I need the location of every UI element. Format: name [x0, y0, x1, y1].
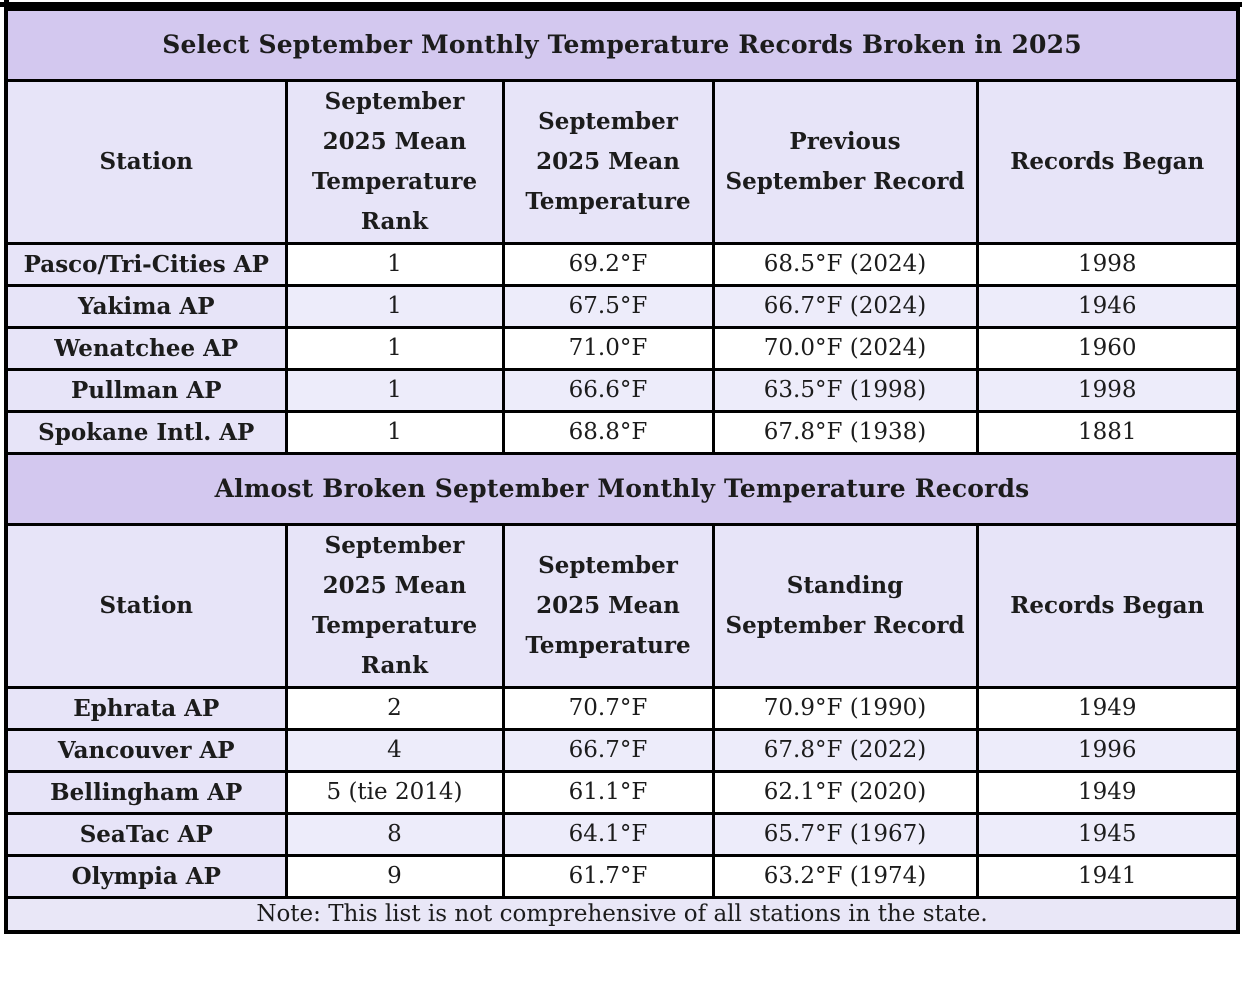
table-row: SeaTac AP 8 64.1°F 65.7°F (1967) 1945	[4, 811, 1240, 857]
section1-banner-row: Select September Monthly Temperature Rec…	[4, 7, 1240, 82]
records-began-cell: 1996	[975, 727, 1240, 773]
records-began-cell: 1949	[975, 685, 1240, 731]
mean-temp-cell: 69.2°F	[501, 241, 715, 287]
mean-temp-cell: 66.7°F	[501, 727, 715, 773]
col-header-mean-temp: September 2025 Mean Temperature	[501, 78, 715, 245]
col-header-records-began: Records Began	[975, 78, 1240, 245]
col-header-station: Station	[4, 78, 288, 245]
rank-cell: 4	[284, 727, 505, 773]
col-header-mean-temp: September 2025 Mean Temperature	[501, 522, 715, 689]
rank-cell: 1	[284, 409, 505, 455]
table-row: Ephrata AP 2 70.7°F 70.9°F (1990) 1949	[4, 685, 1240, 731]
mean-temp-cell: 64.1°F	[501, 811, 715, 857]
table-row: Spokane Intl. AP 1 68.8°F 67.8°F (1938) …	[4, 409, 1240, 455]
table-row: Pullman AP 1 66.6°F 63.5°F (1998) 1998	[4, 367, 1240, 413]
record-cell: 70.9°F (1990)	[711, 685, 979, 731]
station-cell: Pasco/Tri-Cities AP	[4, 241, 288, 287]
col-header-standing-record: Standing September Record	[711, 522, 979, 689]
record-cell: 70.0°F (2024)	[711, 325, 979, 371]
records-began-cell: 1945	[975, 811, 1240, 857]
station-cell: Wenatchee AP	[4, 325, 288, 371]
mean-temp-cell: 61.7°F	[501, 853, 715, 899]
mean-temp-cell: 70.7°F	[501, 685, 715, 731]
rank-cell: 1	[284, 367, 505, 413]
station-cell: Yakima AP	[4, 283, 288, 329]
col-header-previous-record: Previous September Record	[711, 78, 979, 245]
rank-cell: 1	[284, 241, 505, 287]
mean-temp-cell: 67.5°F	[501, 283, 715, 329]
station-cell: Spokane Intl. AP	[4, 409, 288, 455]
record-cell: 62.1°F (2020)	[711, 769, 979, 815]
station-cell: Bellingham AP	[4, 769, 288, 815]
col-header-station: Station	[4, 522, 288, 689]
rank-cell: 9	[284, 853, 505, 899]
left-border-stub	[4, 0, 9, 10]
station-cell: Pullman AP	[4, 367, 288, 413]
col-header-records-began: Records Began	[975, 522, 1240, 689]
station-cell: SeaTac AP	[4, 811, 288, 857]
records-began-cell: 1949	[975, 769, 1240, 815]
note-text: Note: This list is not comprehensive of …	[4, 895, 1240, 934]
col-header-rank: September 2025 Mean Temperature Rank	[284, 78, 505, 245]
record-cell: 66.7°F (2024)	[711, 283, 979, 329]
records-began-cell: 1881	[975, 409, 1240, 455]
rank-cell: 8	[284, 811, 505, 857]
section1-title: Select September Monthly Temperature Rec…	[4, 7, 1240, 82]
record-cell: 65.7°F (1967)	[711, 811, 979, 857]
table-row: Bellingham AP 5 (tie 2014) 61.1°F 62.1°F…	[4, 769, 1240, 815]
table-row: Olympia AP 9 61.7°F 63.2°F (1974) 1941	[4, 853, 1240, 899]
note-row: Note: This list is not comprehensive of …	[4, 895, 1240, 934]
records-began-cell: 1998	[975, 241, 1240, 287]
record-cell: 68.5°F (2024)	[711, 241, 979, 287]
section1-header-row: Station September 2025 Mean Temperature …	[4, 78, 1240, 245]
station-cell: Ephrata AP	[4, 685, 288, 731]
section2-title: Almost Broken September Monthly Temperat…	[4, 451, 1240, 526]
records-began-cell: 1941	[975, 853, 1240, 899]
station-cell: Olympia AP	[4, 853, 288, 899]
records-began-cell: 1946	[975, 283, 1240, 329]
table-row: Yakima AP 1 67.5°F 66.7°F (2024) 1946	[4, 283, 1240, 329]
rank-cell: 5 (tie 2014)	[284, 769, 505, 815]
table-row: Vancouver AP 4 66.7°F 67.8°F (2022) 1996	[4, 727, 1240, 773]
top-crop-rule	[0, 2, 1242, 7]
record-cell: 63.5°F (1998)	[711, 367, 979, 413]
record-cell: 63.2°F (1974)	[711, 853, 979, 899]
rank-cell: 2	[284, 685, 505, 731]
record-cell: 67.8°F (1938)	[711, 409, 979, 455]
section2-header-row: Station September 2025 Mean Temperature …	[4, 522, 1240, 689]
table-row: Wenatchee AP 1 71.0°F 70.0°F (2024) 1960	[4, 325, 1240, 371]
station-cell: Vancouver AP	[4, 727, 288, 773]
mean-temp-cell: 71.0°F	[501, 325, 715, 371]
record-cell: 67.8°F (2022)	[711, 727, 979, 773]
mean-temp-cell: 66.6°F	[501, 367, 715, 413]
col-header-rank: September 2025 Mean Temperature Rank	[284, 522, 505, 689]
temperature-records-table: Select September Monthly Temperature Rec…	[4, 7, 1241, 934]
rank-cell: 1	[284, 283, 505, 329]
mean-temp-cell: 68.8°F	[501, 409, 715, 455]
records-began-cell: 1960	[975, 325, 1240, 371]
section2-banner-row: Almost Broken September Monthly Temperat…	[4, 451, 1240, 526]
mean-temp-cell: 61.1°F	[501, 769, 715, 815]
table-row: Pasco/Tri-Cities AP 1 69.2°F 68.5°F (202…	[4, 241, 1240, 287]
rank-cell: 1	[284, 325, 505, 371]
records-began-cell: 1998	[975, 367, 1240, 413]
